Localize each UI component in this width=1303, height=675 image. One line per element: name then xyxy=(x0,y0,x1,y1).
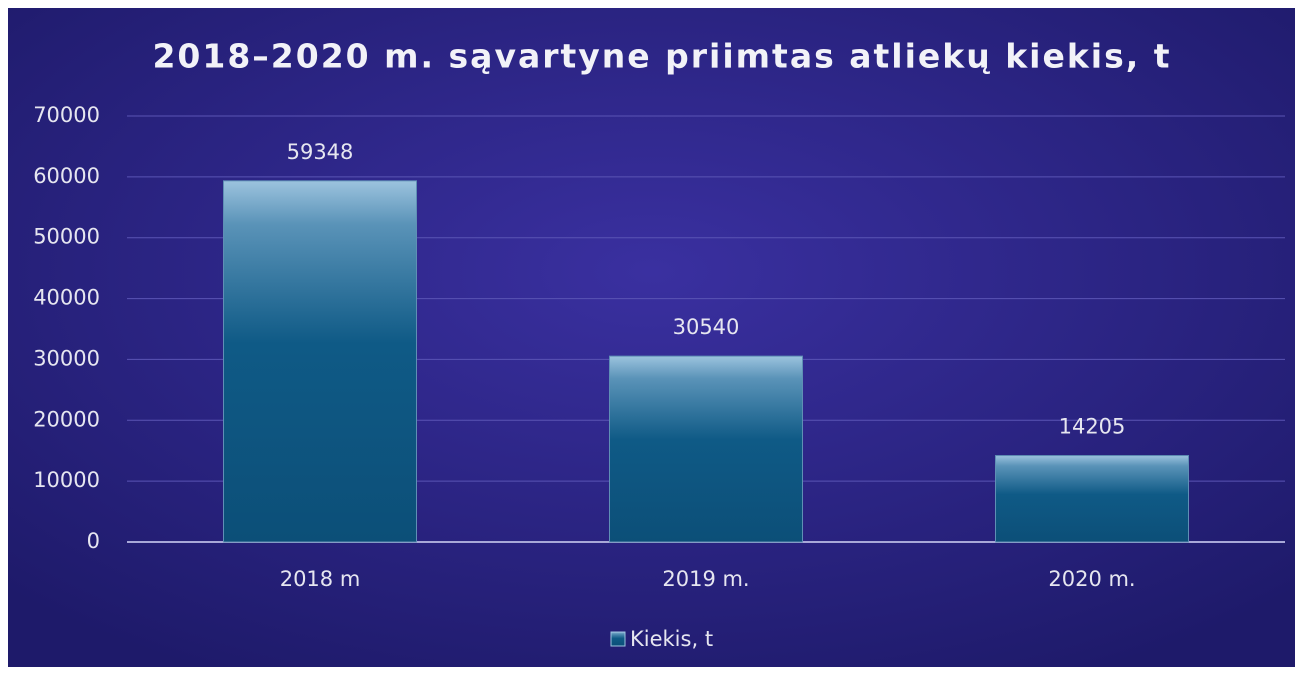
y-tick-label: 0 xyxy=(87,529,100,553)
y-tick-label: 50000 xyxy=(33,225,100,249)
legend-label: Kiekis, t xyxy=(630,627,713,651)
chart-background xyxy=(8,8,1295,667)
legend-swatch xyxy=(610,631,626,647)
x-tick-label: 2019 m. xyxy=(662,567,749,591)
data-label: 59348 xyxy=(287,140,354,164)
bar xyxy=(995,455,1189,543)
y-tick-label: 40000 xyxy=(33,286,100,310)
y-tick-label: 60000 xyxy=(33,164,100,188)
y-tick-label: 20000 xyxy=(33,407,100,431)
y-tick-label: 30000 xyxy=(33,346,100,370)
chart-title: 2018–2020 m. sąvartyne priimtas atliekų … xyxy=(152,37,1171,76)
data-label: 14205 xyxy=(1059,415,1126,439)
data-label: 30540 xyxy=(673,315,740,339)
bar xyxy=(223,180,417,543)
x-tick-label: 2020 m. xyxy=(1048,567,1135,591)
x-tick-label: 2018 m xyxy=(280,567,361,591)
bar xyxy=(609,355,803,543)
y-tick-label: 10000 xyxy=(33,468,100,492)
y-tick-label: 70000 xyxy=(33,103,100,127)
